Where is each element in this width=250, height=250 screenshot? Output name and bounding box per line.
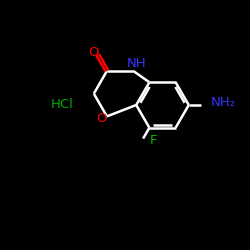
Text: O: O <box>96 112 107 125</box>
Text: F: F <box>150 134 158 147</box>
Text: NH: NH <box>127 58 147 70</box>
Text: HCl: HCl <box>51 98 74 112</box>
Text: NH₂: NH₂ <box>211 96 236 110</box>
Text: O: O <box>88 46 98 59</box>
